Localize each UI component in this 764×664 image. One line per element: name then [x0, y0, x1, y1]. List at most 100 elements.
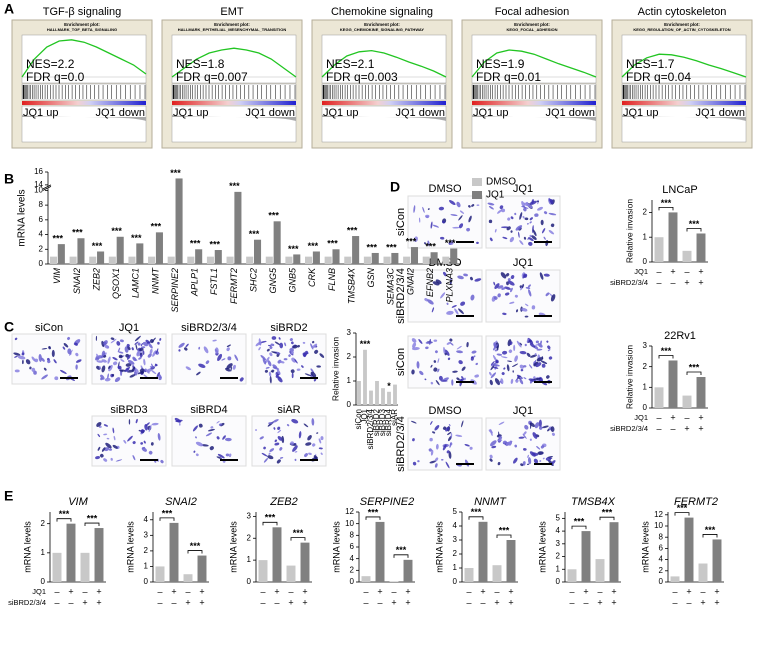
- bracket: [658, 355, 674, 359]
- significance: *: [387, 381, 391, 391]
- cell: [429, 460, 436, 464]
- cell: [533, 377, 541, 381]
- cell: [438, 375, 443, 381]
- cell: [454, 308, 459, 315]
- down-label: JQ1 down: [695, 107, 745, 119]
- nes: NES=1.8: [176, 57, 225, 71]
- condition-mark: –: [597, 586, 602, 596]
- cell: [490, 360, 495, 366]
- cell: [431, 307, 435, 313]
- legend-label: JQ1: [486, 190, 505, 201]
- cell: [303, 423, 309, 428]
- cell: [151, 337, 156, 343]
- fdr: FDR q=0.04: [626, 70, 691, 84]
- cell: [103, 355, 107, 358]
- x-tick-label: siBRD2/3/4: [366, 408, 375, 449]
- cell: [546, 340, 549, 343]
- bar: [403, 559, 413, 582]
- cell: [500, 356, 508, 359]
- micrograph-label: JQ1: [119, 322, 139, 334]
- x-tick-label: TMSB4X: [346, 267, 356, 304]
- cell: [294, 458, 297, 462]
- cell: [493, 342, 497, 348]
- cell: [112, 427, 115, 434]
- cell: [529, 217, 533, 221]
- bar: [169, 522, 179, 582]
- cell: [525, 287, 531, 289]
- y-tick-label: 2: [350, 565, 355, 574]
- cell: [533, 361, 539, 367]
- cell: [296, 368, 301, 371]
- cell: [270, 370, 274, 373]
- y-tick-label: 2: [41, 519, 46, 528]
- nes: NES=1.9: [476, 57, 525, 71]
- cell: [529, 438, 532, 441]
- cell: [526, 463, 530, 466]
- y-tick-label: 1: [643, 382, 648, 391]
- cell: [120, 359, 125, 362]
- bar: [492, 565, 502, 582]
- significance: ***: [360, 339, 371, 349]
- down-label: JQ1 down: [395, 107, 445, 119]
- cell: [108, 365, 111, 369]
- nes: NES=2.2: [26, 57, 75, 71]
- y-tick-label: 3: [247, 511, 252, 520]
- cell: [31, 367, 36, 372]
- significance: ***: [229, 181, 240, 191]
- cell: [135, 418, 138, 424]
- cell: [507, 217, 511, 221]
- cell: [430, 449, 434, 456]
- y-tick-label: 0: [453, 577, 458, 586]
- cell: [290, 351, 294, 355]
- cell: [535, 362, 542, 368]
- bar: [422, 256, 430, 264]
- y-tick-label: 6: [39, 215, 44, 224]
- bar: [183, 574, 193, 582]
- cell: [442, 444, 447, 451]
- cell: [468, 215, 472, 223]
- significance: ***: [151, 222, 162, 232]
- cell: [17, 355, 26, 360]
- cell: [456, 350, 463, 354]
- y-tick-label: 1: [453, 563, 458, 572]
- cell: [447, 431, 452, 436]
- cell: [474, 374, 479, 378]
- significance: ***: [92, 241, 103, 251]
- cell: [268, 371, 272, 377]
- bar: [246, 256, 254, 264]
- x-tick-label: JQ1: [360, 408, 369, 423]
- cell: [297, 344, 300, 348]
- bar: [363, 256, 371, 264]
- cell: [456, 201, 461, 208]
- significance: ***: [87, 513, 98, 523]
- cell: [418, 339, 423, 344]
- bar: [352, 236, 360, 264]
- y-axis-label: Relative invasion: [624, 199, 634, 264]
- cell: [429, 437, 433, 442]
- cell: [523, 236, 527, 240]
- y-tick-label: 4: [659, 555, 664, 564]
- cell: [473, 355, 476, 358]
- y-tick-label: 16: [34, 167, 43, 176]
- cell: [430, 381, 434, 385]
- cell: [25, 359, 31, 365]
- fdr: FDR q=0.0: [26, 70, 85, 84]
- cell: [410, 420, 417, 424]
- cell: [447, 357, 451, 361]
- cell: [450, 240, 454, 245]
- cell: [452, 226, 460, 229]
- bar: [361, 576, 371, 582]
- bar: [332, 249, 340, 264]
- significance: ***: [249, 229, 260, 239]
- y-tick-label: 4: [144, 515, 149, 524]
- condition-mark: –: [670, 277, 675, 287]
- plot-label: Enrichment plot:: [514, 22, 550, 27]
- bar: [206, 256, 214, 264]
- cell: [264, 369, 268, 373]
- cell: [195, 441, 204, 447]
- bar: [136, 243, 144, 264]
- x-tick-label: APLP1: [190, 268, 200, 297]
- cell: [284, 342, 287, 347]
- panel-label: C: [4, 319, 14, 335]
- cell: [539, 272, 544, 280]
